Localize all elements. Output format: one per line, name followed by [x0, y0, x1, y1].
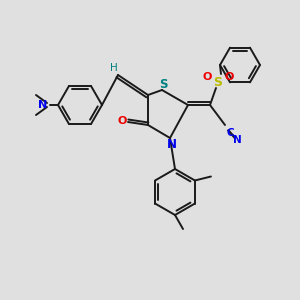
Text: N: N — [232, 135, 242, 145]
Text: N: N — [38, 100, 48, 110]
Text: N: N — [167, 137, 177, 151]
Text: O: O — [117, 116, 127, 126]
Text: H: H — [110, 63, 118, 73]
Text: S: S — [214, 76, 223, 88]
Text: S: S — [159, 77, 167, 91]
Text: O: O — [202, 72, 212, 82]
Text: C: C — [226, 128, 234, 138]
Text: O: O — [224, 72, 234, 82]
